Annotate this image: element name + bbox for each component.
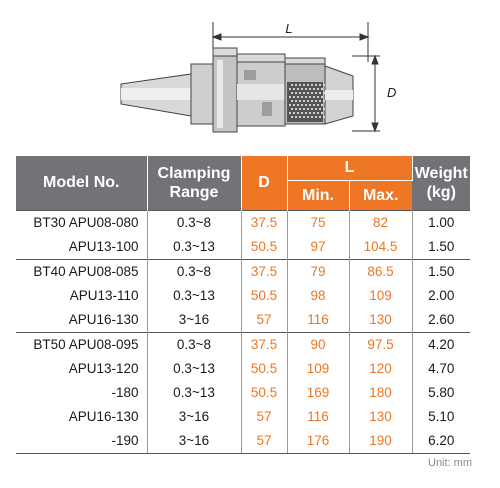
table-row: BT40 APU08-085 0.3~8 37.5 79 86.5 1.50 <box>16 258 470 284</box>
length-label: L <box>285 21 292 36</box>
l-min-cell: 109 <box>287 356 350 381</box>
l-max-cell: 86.5 <box>349 258 413 284</box>
d-cell: 50.5 <box>241 380 288 405</box>
weight-cell: 5.10 <box>428 409 455 424</box>
header-l: L <box>287 156 413 180</box>
table-row: APU16-130 3~16 57 116 130 5.10 <box>16 404 470 429</box>
header-weight-line1: Weight <box>414 164 468 182</box>
table-row: -190 3~16 57 176 190 6.20 <box>16 428 470 454</box>
l-min-cell: 176 <box>287 428 350 454</box>
table-row: APU13-110 0.3~13 50.5 98 109 2.00 <box>16 283 470 308</box>
weight-cell: 1.50 <box>428 239 455 254</box>
table-row: -180 0.3~13 50.5 169 180 5.80 <box>16 380 470 405</box>
header-weight-line2: (kg) <box>426 183 456 201</box>
clamping-range-cell: 3~16 <box>147 307 242 332</box>
clamping-range-cell: 0.3~13 <box>147 356 242 381</box>
clamping-range-cell: 0.3~13 <box>147 380 242 405</box>
table-row: APU13-120 0.3~13 50.5 109 120 4.70 <box>16 356 470 381</box>
d-cell: 57 <box>241 307 288 332</box>
l-max-cell: 104.5 <box>349 234 413 259</box>
diameter-label: D <box>387 85 396 100</box>
weight-cell: 4.20 <box>412 331 470 357</box>
d-cell: 57 <box>241 404 288 429</box>
model-cell: BT30 APU08-080 <box>16 209 148 235</box>
l-min-cell: 75 <box>287 209 350 235</box>
l-min-cell: 98 <box>287 283 350 308</box>
model-cell: APU16-130 <box>16 404 148 429</box>
d-cell: 50.5 <box>241 283 288 308</box>
l-min-cell: 90 <box>287 331 350 357</box>
table-row: BT30 APU08-080 0.3~8 37.5 75 82 1.00 <box>16 209 470 235</box>
d-cell: 57 <box>241 428 288 454</box>
header-weight: Weight (kg) <box>412 156 470 210</box>
l-max-cell: 130 <box>349 307 413 332</box>
model-cell: APU13-110 <box>16 283 148 308</box>
unit-note: Unit: mm <box>428 457 472 469</box>
model-cell: -180 <box>16 380 148 405</box>
l-max-cell: 180 <box>349 380 413 405</box>
diameter-dimension <box>352 54 380 133</box>
model-cell: BT40 APU08-085 <box>16 258 148 284</box>
model-cell: APU13-100 <box>16 234 148 259</box>
clamping-range-cell: 0.3~8 <box>147 331 242 357</box>
l-max-cell: 190 <box>349 428 413 454</box>
top-profile <box>212 47 326 65</box>
l-max-cell: 97.5 <box>349 331 413 357</box>
taper-shank <box>120 73 192 117</box>
weight-cell: 1.00 <box>412 209 470 235</box>
weight-cell: 4.70 <box>428 361 455 376</box>
table-row: APU16-130 3~16 57 116 130 2.60 <box>16 307 470 332</box>
flange <box>190 55 238 133</box>
header-l-min: Min. <box>287 179 350 210</box>
length-dimension <box>211 22 370 62</box>
weight-cell: 5.80 <box>428 385 455 400</box>
header-clamping-range: Clamping Range <box>147 156 242 210</box>
tool-holder-drawing: L D <box>120 21 396 133</box>
chuck-body <box>236 61 286 127</box>
knurl-pattern <box>289 84 325 118</box>
table-row: BT50 APU08-095 0.3~8 37.5 90 97.5 4.20 <box>16 331 470 357</box>
spec-table: Model No. Clamping Range D L Weight (kg)… <box>16 156 470 454</box>
l-min-cell: 116 <box>287 307 350 332</box>
clamping-range-cell: 0.3~13 <box>147 283 242 308</box>
clamping-range-cell: 0.3~8 <box>147 209 242 235</box>
l-min-cell: 79 <box>287 258 350 284</box>
model-cell: APU16-130 <box>16 307 148 332</box>
header-model: Model No. <box>16 156 148 210</box>
l-min-cell: 116 <box>287 404 350 429</box>
l-min-cell: 169 <box>287 380 350 405</box>
l-max-cell: 130 <box>349 404 413 429</box>
l-max-cell: 82 <box>349 209 413 235</box>
d-cell: 50.5 <box>241 234 288 259</box>
header-d: D <box>241 156 288 210</box>
clamping-range-cell: 0.3~13 <box>147 234 242 259</box>
model-cell: -190 <box>16 428 148 454</box>
d-cell: 37.5 <box>241 209 288 235</box>
l-min-cell: 97 <box>287 234 350 259</box>
l-max-cell: 109 <box>349 283 413 308</box>
chuck-nose <box>324 65 354 125</box>
header-clamping-line1: Clamping <box>157 164 231 182</box>
model-cell: BT50 APU08-095 <box>16 331 148 357</box>
clamping-range-cell: 3~16 <box>147 404 242 429</box>
l-max-cell: 120 <box>349 356 413 381</box>
clamping-range-cell: 0.3~8 <box>147 258 242 284</box>
weight-cell: 2.00 <box>428 288 455 303</box>
weight-cell: 1.50 <box>412 258 470 284</box>
model-cell: APU13-120 <box>16 356 148 381</box>
header-clamping-line2: Range <box>169 183 219 201</box>
weight-cell: 2.60 <box>428 312 455 327</box>
d-cell: 37.5 <box>241 331 288 357</box>
d-cell: 50.5 <box>241 356 288 381</box>
table-row: APU13-100 0.3~13 50.5 97 104.5 1.50 <box>16 234 470 259</box>
weight-cell: 6.20 <box>412 428 470 454</box>
d-cell: 37.5 <box>241 258 288 284</box>
header-l-max: Max. <box>349 179 412 210</box>
clamping-range-cell: 3~16 <box>147 428 242 454</box>
